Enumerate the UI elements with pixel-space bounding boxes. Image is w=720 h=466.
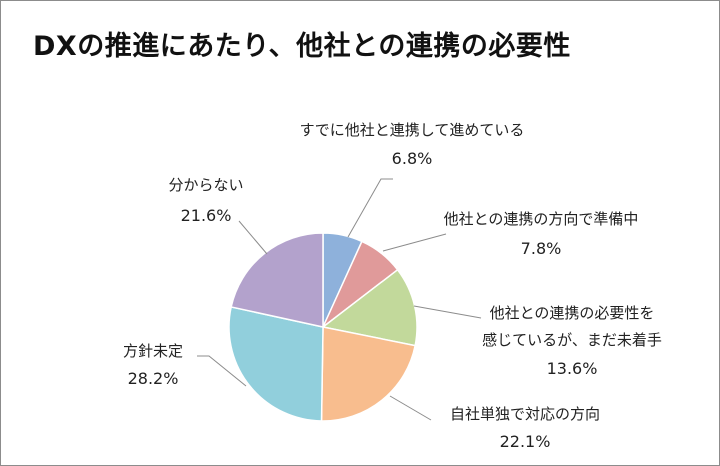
slice-label-5-line-1: 方針未定 (123, 342, 183, 360)
value-label-5: 28.2% (128, 369, 179, 388)
slice-label-4-line-1: 自社単独で対応の方向 (450, 405, 600, 423)
value-label-4: 22.1% (500, 432, 551, 451)
slice-label-3-line-1: 他社との連携の必要性を (490, 304, 655, 322)
leader-line-4 (389, 395, 432, 421)
slice-label-2-line-1: 他社との連携の方向で準備中 (444, 210, 639, 228)
leader-line-3 (413, 305, 482, 319)
slice-label-6-line-1: 分からない (168, 176, 243, 194)
value-label-2: 7.8% (521, 239, 562, 258)
slice-label-1-line-1: すでに他社と連携して進めている (300, 121, 525, 139)
leader-line-6 (238, 220, 268, 255)
leader-line-2 (382, 233, 447, 252)
pie-slice-4 (320, 326, 417, 422)
value-label-1: 6.8% (392, 149, 433, 168)
pie-slice-5 (228, 306, 324, 422)
value-label-3: 13.6% (547, 359, 598, 378)
pie-slice-6 (230, 232, 324, 328)
leader-line-5 (197, 355, 247, 387)
slice-label-3-line-2: 感じているが、まだ未着手 (482, 331, 662, 349)
chart-title: DXの推進にあたり、他社との連携の必要性 (33, 31, 571, 62)
value-label-6: 21.6% (181, 206, 232, 225)
leader-line-1 (347, 178, 393, 238)
